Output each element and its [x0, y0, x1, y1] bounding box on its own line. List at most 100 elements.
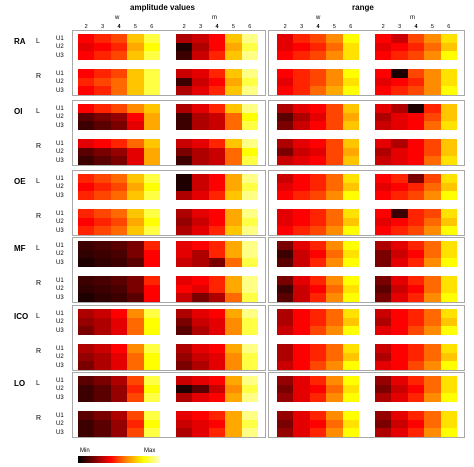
heatmap-cell: [225, 42, 243, 52]
heatmap-cell: [309, 69, 327, 79]
heatmap-cell: [208, 309, 226, 319]
heatmap-cell: [143, 276, 161, 286]
heatmap-cell: [407, 419, 425, 429]
heatmap-cell: [391, 121, 409, 131]
heatmap-cell: [309, 147, 327, 157]
heatmap-cell: [143, 217, 161, 227]
heatmap-cell: [277, 104, 294, 114]
heatmap-cell: [309, 309, 327, 319]
heatmap-cell: [440, 86, 458, 96]
heatmap-cell: [143, 104, 161, 114]
heatmap-cell: [143, 326, 161, 336]
heatmap-cell: [342, 209, 360, 219]
heatmap-cell: [110, 42, 128, 52]
heatmap-cell: [375, 112, 392, 122]
heatmap-cell: [440, 69, 458, 79]
heatmap-cell: [277, 249, 294, 259]
heatmap-cell: [342, 293, 360, 303]
side-label: L: [36, 245, 40, 252]
heatmap-cell: [342, 139, 360, 149]
heatmap-cell: [127, 121, 145, 131]
heatmap-cell: [391, 209, 409, 219]
heatmap-cell: [440, 104, 458, 114]
heatmap-cell: [375, 42, 392, 52]
heatmap-cell: [208, 284, 226, 294]
heatmap-cell: [143, 174, 161, 184]
heatmap-cell: [110, 209, 128, 219]
heatmap-cell: [293, 309, 311, 319]
muscle-label: LO: [14, 379, 26, 388]
heatmap-cell: [208, 241, 226, 251]
subject-label: U3: [56, 294, 64, 301]
heatmap-cell: [326, 209, 344, 219]
heatmap-cell: [225, 121, 243, 131]
heatmap-cell: [192, 86, 210, 96]
heatmap-cell: [277, 428, 294, 438]
heatmap-cell: [375, 226, 392, 236]
heatmap-cell: [391, 42, 409, 52]
heatmap-cell: [110, 241, 128, 251]
heatmap-cell: [375, 77, 392, 87]
heatmap-cell: [326, 51, 344, 61]
heatmap-cell: [143, 293, 161, 303]
heatmap-cell: [424, 226, 442, 236]
heatmap-cell: [208, 344, 226, 354]
heatmap-cell: [94, 276, 112, 286]
heatmap-cell: [407, 276, 425, 286]
heatmap-cell: [78, 42, 95, 52]
heatmap-cell: [293, 104, 311, 114]
heatmap-cell: [127, 77, 145, 87]
heatmap-cell: [225, 156, 243, 166]
heatmap-cell: [110, 309, 128, 319]
heatmap-cell: [176, 191, 193, 201]
heatmap-cell: [407, 69, 425, 79]
heatmap-cell: [375, 121, 392, 131]
heatmap-cell: [277, 69, 294, 79]
heatmap-cell: [94, 361, 112, 371]
heatmap-cell: [192, 139, 210, 149]
heatmap-cell: [94, 209, 112, 219]
heatmap-cell: [241, 121, 259, 131]
heatmap-cell: [78, 121, 95, 131]
heatmap-cell: [94, 191, 112, 201]
heatmap-cell: [208, 191, 226, 201]
heatmap-cell: [309, 428, 327, 438]
x-tick-label: 4: [117, 24, 121, 30]
heatmap-cell: [225, 241, 243, 251]
subject-label: U1: [56, 35, 64, 42]
side-label: L: [36, 38, 40, 45]
heatmap-cell: [326, 226, 344, 236]
heatmap-cell: [277, 191, 294, 201]
subject-label: U2: [56, 184, 64, 191]
heatmap-cell: [127, 104, 145, 114]
heatmap-cell: [424, 241, 442, 251]
heatmap-cell: [342, 284, 360, 294]
heatmap-cell: [176, 309, 193, 319]
heatmap-cell: [192, 174, 210, 184]
heatmap-cell: [424, 352, 442, 362]
heatmap-cell: [94, 258, 112, 268]
heatmap-cell: [110, 147, 128, 157]
heatmap-cell: [440, 293, 458, 303]
heatmap-cell: [110, 217, 128, 227]
heatmap-cell: [78, 147, 95, 157]
heatmap-cell: [127, 326, 145, 336]
heatmap-cell: [391, 376, 409, 386]
heatmap-cell: [225, 361, 243, 371]
subject-label: U3: [56, 394, 64, 401]
heatmap-cell: [241, 344, 259, 354]
heatmap-cell: [309, 344, 327, 354]
heatmap-cell: [94, 326, 112, 336]
heatmap-cell: [192, 121, 210, 131]
heatmap-cell: [309, 156, 327, 166]
heatmap-cell: [391, 86, 409, 96]
heatmap-cell: [277, 384, 294, 394]
heatmap-cell: [440, 42, 458, 52]
heatmap-cell: [407, 121, 425, 131]
side-label: L: [36, 313, 40, 320]
condition-label-amp-m: m: [212, 15, 217, 21]
x-tick-label: 3: [101, 24, 105, 30]
heatmap-cell: [424, 419, 442, 429]
heatmap-cell: [277, 147, 294, 157]
heatmap-cell: [309, 393, 327, 403]
